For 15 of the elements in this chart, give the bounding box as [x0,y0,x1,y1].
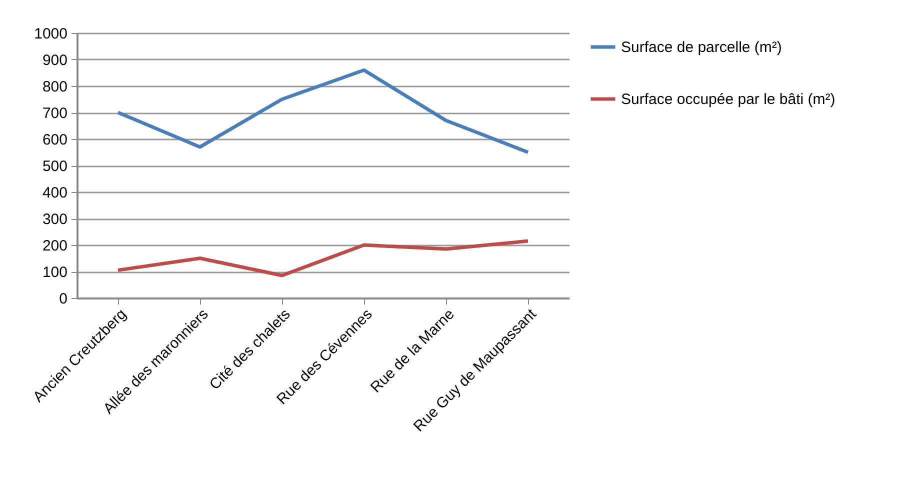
y-tick-label: 1000 [34,26,68,42]
y-tick-label: 300 [42,211,68,228]
y-tick-label: 0 [59,290,68,308]
y-tick-label: 600 [42,132,68,148]
line-series [116,68,530,154]
y-tick-label: 100 [42,264,68,281]
y-tick-label: 700 [42,105,68,122]
y-tick-label: 400 [42,184,68,202]
y-tick-label: 500 [42,158,68,175]
line-series [116,239,530,278]
y-tick-label: 800 [42,78,68,96]
y-tick-label: 900 [42,52,68,69]
y-tick-label: 200 [42,238,68,254]
legend-label: Surface occupée par le bâti (m²) [621,91,836,108]
legend-label: Surface de parcelle (m²) [621,39,782,56]
